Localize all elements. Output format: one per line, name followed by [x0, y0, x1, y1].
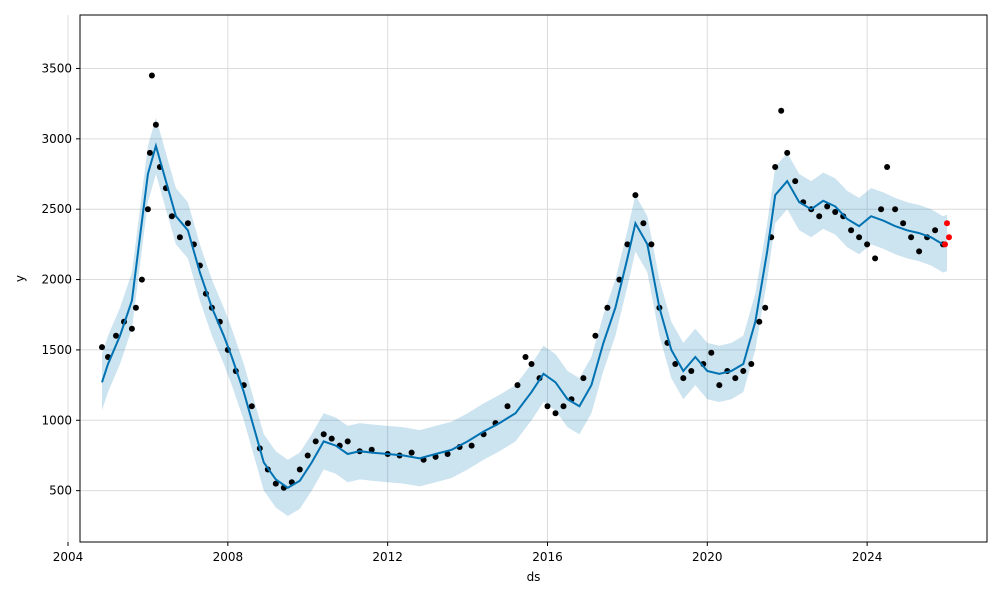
- observed-point: [778, 107, 785, 114]
- observed-point: [328, 435, 335, 442]
- x-tick-label: 2012: [372, 550, 403, 564]
- observed-point: [368, 446, 375, 453]
- observed-point: [132, 304, 139, 311]
- y-tick-label: 2500: [41, 202, 72, 216]
- x-tick-label: 2024: [852, 550, 883, 564]
- observed-point: [168, 213, 175, 220]
- uncertainty-band: [102, 117, 947, 516]
- recent-point: [942, 241, 948, 248]
- observed-point: [272, 480, 279, 487]
- observed-point: [552, 410, 559, 417]
- observed-point: [408, 449, 415, 456]
- observed-point: [304, 452, 311, 459]
- recent-point: [944, 220, 950, 227]
- plot-frame: [79, 14, 988, 543]
- observed-point: [648, 241, 655, 248]
- observed-point: [184, 220, 191, 227]
- observed-point: [522, 354, 529, 360]
- observed-point: [176, 234, 183, 241]
- observed-point: [296, 466, 303, 473]
- observed-point: [708, 349, 715, 356]
- x-tick-label: 2016: [532, 550, 563, 564]
- y-tick-layer: 500 1000 1500 2000 2500 3000 3500: [41, 61, 80, 498]
- observed-point: [504, 403, 511, 410]
- observed-point: [908, 234, 915, 241]
- observed-point: [624, 241, 631, 248]
- forecast-line-layer: [101, 142, 948, 489]
- observed-point: [148, 72, 155, 79]
- x-axis-label: ds: [527, 570, 541, 584]
- observed-point: [113, 332, 119, 339]
- observed-point: [872, 255, 879, 262]
- observed-point: [762, 304, 769, 311]
- observed-point: [146, 149, 153, 156]
- observed-point: [792, 178, 799, 185]
- observed-point: [932, 227, 939, 234]
- observed-point: [848, 227, 855, 234]
- observed-point: [344, 438, 351, 445]
- uncertainty-band-layer: [102, 117, 947, 516]
- observed-point: [144, 206, 151, 213]
- observed-point: [892, 206, 899, 213]
- observed-point: [772, 164, 779, 170]
- observed-point: [544, 403, 551, 410]
- observed-point: [444, 451, 451, 457]
- x-tick-label: 2020: [692, 550, 723, 564]
- observed-point: [832, 209, 839, 215]
- observed-point: [688, 368, 695, 374]
- observed-point: [864, 241, 871, 248]
- observed-point: [514, 382, 521, 389]
- observed-point: [604, 304, 611, 311]
- y-tick-label: 500: [49, 484, 72, 498]
- observed-point: [128, 325, 135, 332]
- observed-point: [248, 403, 255, 410]
- y-tick-label: 2000: [41, 273, 72, 287]
- observed-point: [528, 361, 535, 367]
- observed-point: [592, 332, 599, 339]
- y-tick-label: 1500: [41, 343, 72, 357]
- observed-point: [680, 375, 687, 382]
- observed-point: [560, 403, 567, 410]
- observed-point: [916, 248, 923, 255]
- x-tick-label: 2004: [53, 550, 84, 564]
- observed-point: [468, 442, 475, 449]
- y-tick-label: 1000: [41, 413, 72, 427]
- x-tick-layer: 2004 2008 2012 2016 2020 2024: [53, 542, 883, 564]
- observed-point: [816, 213, 823, 220]
- observed-point: [856, 234, 863, 241]
- y-tick-label: 3500: [41, 61, 72, 75]
- observed-point: [824, 203, 831, 210]
- observed-point: [884, 164, 891, 170]
- forecast-line: [101, 142, 948, 489]
- observed-point: [716, 382, 723, 389]
- y-tick-label: 3000: [41, 132, 72, 146]
- observed-point: [580, 375, 587, 382]
- observed-point: [138, 276, 145, 283]
- observed-point: [320, 431, 327, 438]
- observed-point: [640, 220, 647, 227]
- observed-point: [99, 344, 105, 351]
- y-axis-label: y: [13, 275, 27, 282]
- observed-point: [672, 361, 679, 367]
- observed-point: [900, 220, 907, 227]
- recent-points-layer: [942, 220, 952, 248]
- observed-point: [740, 368, 747, 374]
- recent-point: [946, 234, 952, 241]
- observed-point: [756, 318, 763, 325]
- observed-point: [732, 375, 739, 382]
- observed-point: [784, 149, 791, 156]
- observed-point: [152, 121, 159, 128]
- x-tick-label: 2008: [213, 550, 244, 564]
- grid-layer: [67, 15, 987, 542]
- observed-point: [748, 361, 755, 367]
- observed-point: [312, 438, 319, 445]
- observed-point: [632, 192, 639, 199]
- observed-point: [878, 206, 885, 213]
